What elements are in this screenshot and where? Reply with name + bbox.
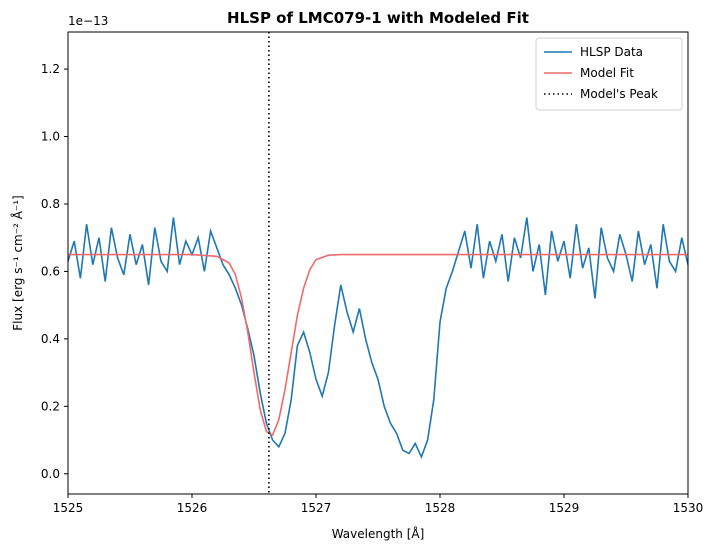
axis-ticks: 1525 1526 1527 1528 1529 1530 0.0 0.2 0.4 0.6 0.8 1…	[41, 62, 703, 515]
x-tick-label: 1527	[301, 501, 332, 515]
axes-frame	[67, 31, 689, 495]
y-tick-label: 0.2	[41, 399, 60, 413]
hlsp-data-line	[67, 217, 689, 459]
y-tick-label: 0.6	[41, 264, 60, 278]
legend-label-hlsp-data: HLSP Data	[580, 45, 643, 59]
chart-title: HLSP of LMC079-1 with Modeled Fit	[227, 9, 529, 27]
y-offset-text: 1e−13	[68, 14, 108, 28]
legend-label-model-peak: Model's Peak	[580, 87, 658, 101]
x-axis-label: Wavelength [Å]	[332, 526, 425, 541]
legend-box	[535, 37, 683, 111]
model-fit-line	[68, 253, 688, 437]
x-tick-label: 1526	[177, 501, 208, 515]
x-tick-label: 1530	[673, 501, 704, 515]
x-tick-label: 1528	[425, 501, 456, 515]
y-tick-label: 0.4	[41, 332, 60, 346]
y-tick-label: 0.8	[41, 197, 60, 211]
series-layer	[67, 32, 689, 494]
y-tick-label: 1.0	[41, 130, 60, 144]
y-tick-label: 0.0	[41, 467, 60, 481]
legend: HLSP Data Model Fit Model's Peak	[535, 37, 683, 111]
y-tick-label: 1.2	[41, 62, 60, 76]
x-tick-label: 1529	[549, 501, 580, 515]
x-tick-label: 1525	[53, 501, 84, 515]
legend-label-model-fit: Model Fit	[580, 66, 634, 80]
y-axis-label: Flux [erg s⁻¹ cm⁻² Å⁻¹]	[10, 195, 25, 330]
